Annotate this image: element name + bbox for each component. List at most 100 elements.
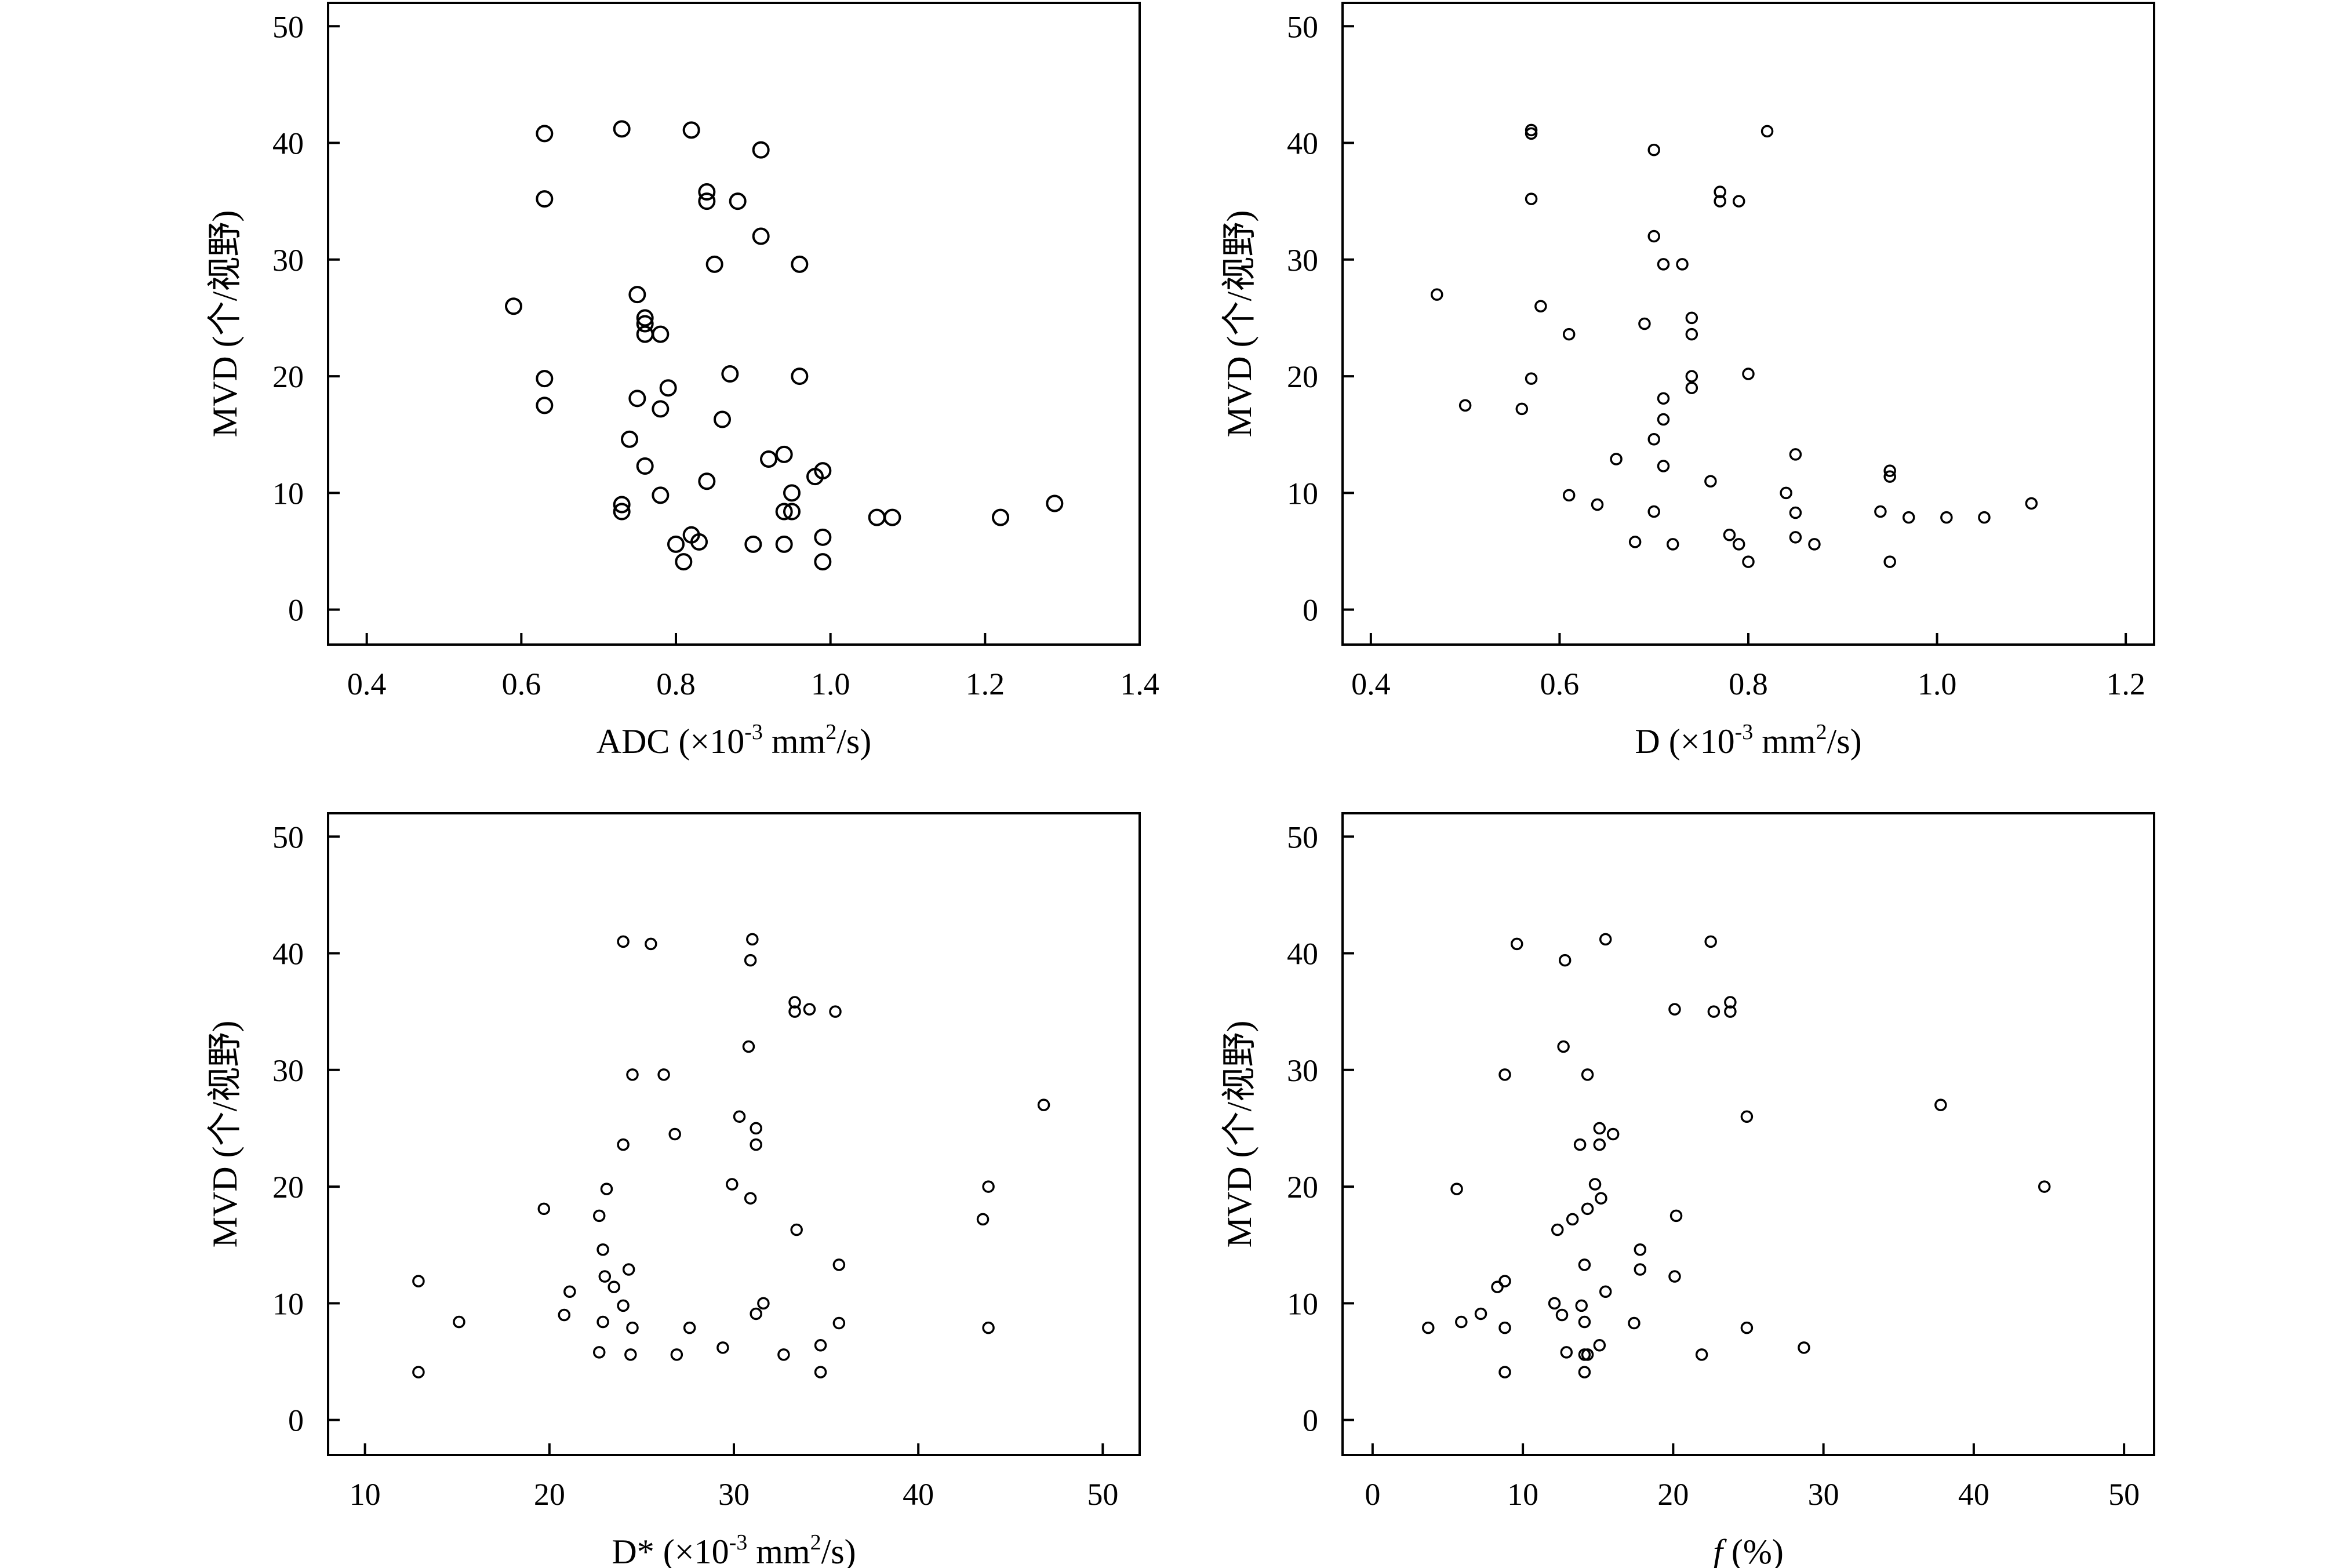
data-point bbox=[1515, 402, 1529, 416]
data-point bbox=[803, 1003, 816, 1016]
data-point bbox=[636, 457, 654, 475]
x-tick-label: 10 bbox=[1507, 1477, 1538, 1512]
x-tick-label: 40 bbox=[1958, 1477, 1989, 1512]
y-tick-label: 50 bbox=[272, 820, 304, 854]
data-point bbox=[592, 1209, 606, 1223]
data-point bbox=[657, 1068, 670, 1081]
data-point bbox=[1685, 311, 1698, 325]
data-point bbox=[760, 450, 777, 468]
data-point bbox=[670, 1348, 683, 1361]
data-point bbox=[1723, 529, 1736, 541]
data-point bbox=[726, 1178, 739, 1191]
data-point bbox=[600, 1183, 613, 1195]
data-point bbox=[1634, 1243, 1647, 1256]
data-point bbox=[814, 1339, 827, 1352]
data-point bbox=[1498, 1321, 1511, 1334]
data-point bbox=[1883, 464, 1896, 477]
data-point bbox=[1581, 1202, 1594, 1216]
data-point bbox=[1940, 511, 1953, 524]
y-tick-label: 0 bbox=[1303, 593, 1318, 628]
data-point bbox=[617, 935, 630, 948]
data-point bbox=[1934, 1098, 1947, 1111]
data-point bbox=[1474, 1307, 1487, 1320]
data-point bbox=[626, 1321, 639, 1334]
data-point bbox=[645, 937, 657, 951]
data-point bbox=[505, 297, 522, 315]
data-point bbox=[2038, 1180, 2051, 1193]
y-tick-label: 20 bbox=[1287, 359, 1318, 394]
y-tick-label: 0 bbox=[1303, 1403, 1318, 1438]
data-point bbox=[1798, 1341, 1810, 1354]
y-tick-label: 0 bbox=[288, 593, 304, 628]
data-point bbox=[668, 1127, 681, 1141]
data-point bbox=[621, 430, 638, 448]
x-axis-label: D* (×10-3 mm2/s) bbox=[612, 1530, 856, 1568]
data-point bbox=[791, 368, 809, 385]
data-point bbox=[659, 379, 677, 397]
data-point bbox=[1593, 1339, 1606, 1352]
plot-frame bbox=[327, 812, 1141, 1456]
data-point bbox=[1566, 1213, 1579, 1226]
data-point bbox=[744, 954, 757, 967]
y-axis-label: MVD (个/视野) bbox=[1220, 1021, 1258, 1248]
data-point bbox=[1760, 125, 1774, 138]
data-point bbox=[1551, 1223, 1564, 1236]
y-tick-label: 10 bbox=[272, 1286, 304, 1321]
data-point bbox=[536, 396, 554, 414]
data-point bbox=[1657, 392, 1670, 405]
data-point bbox=[705, 255, 723, 273]
data-point bbox=[982, 1321, 995, 1334]
data-point bbox=[1593, 1122, 1606, 1135]
y-tick-label: 20 bbox=[272, 359, 304, 394]
data-point bbox=[1704, 935, 1717, 948]
data-point bbox=[1455, 1315, 1468, 1329]
scatter-panel-1: 0 10 20 30 40 50 0.4 0.6 0.8 1.0 1.2 1.4 ADC (×10-3 … bbox=[206, 2, 1159, 761]
x-axis-label: ADC (×10-3 mm2/s) bbox=[596, 720, 872, 761]
data-point bbox=[1647, 143, 1660, 157]
data-point bbox=[1724, 996, 1737, 1009]
data-point bbox=[667, 535, 685, 553]
y-tick-label: 30 bbox=[1287, 243, 1318, 278]
data-point bbox=[636, 315, 654, 333]
data-point bbox=[622, 1263, 635, 1276]
data-point bbox=[814, 528, 832, 546]
data-point bbox=[1037, 1098, 1050, 1111]
data-point bbox=[598, 1270, 612, 1283]
data-point bbox=[1510, 937, 1523, 951]
data-point bbox=[558, 1308, 571, 1322]
data-point bbox=[788, 1005, 801, 1018]
x-tick-label: 20 bbox=[1657, 1477, 1689, 1512]
x-tick-label: 1.0 bbox=[1918, 667, 1957, 701]
data-point bbox=[976, 1213, 990, 1226]
y-tick-label: 50 bbox=[1287, 820, 1318, 854]
y-tick-label: 40 bbox=[1287, 937, 1318, 972]
data-point bbox=[536, 190, 554, 208]
data-point bbox=[1669, 1209, 1683, 1223]
x-tick-label: 1.2 bbox=[2106, 667, 2145, 701]
data-point bbox=[832, 1258, 846, 1271]
data-point bbox=[636, 309, 654, 327]
y-tick-label: 30 bbox=[272, 243, 304, 278]
x-tick-label: 20 bbox=[534, 1477, 565, 1512]
data-point bbox=[1902, 511, 1915, 524]
data-point bbox=[1978, 511, 1991, 524]
data-point bbox=[883, 508, 901, 526]
x-tick-label: 1.0 bbox=[811, 667, 850, 701]
data-point bbox=[1581, 1068, 1594, 1081]
data-point bbox=[832, 1316, 846, 1330]
data-point bbox=[1676, 258, 1689, 271]
data-point bbox=[596, 1315, 609, 1329]
data-point bbox=[1668, 1270, 1681, 1283]
data-point bbox=[1883, 470, 1896, 483]
data-point bbox=[613, 496, 631, 514]
y-tick-label: 40 bbox=[272, 126, 304, 161]
data-point bbox=[1883, 555, 1896, 568]
data-point bbox=[814, 1366, 827, 1378]
data-point bbox=[1491, 1280, 1504, 1293]
data-point bbox=[1724, 1005, 1737, 1018]
data-point bbox=[2025, 497, 2038, 510]
data-point bbox=[1732, 195, 1745, 208]
data-point bbox=[617, 1299, 630, 1312]
data-point bbox=[1714, 185, 1726, 198]
data-point bbox=[1610, 453, 1623, 465]
